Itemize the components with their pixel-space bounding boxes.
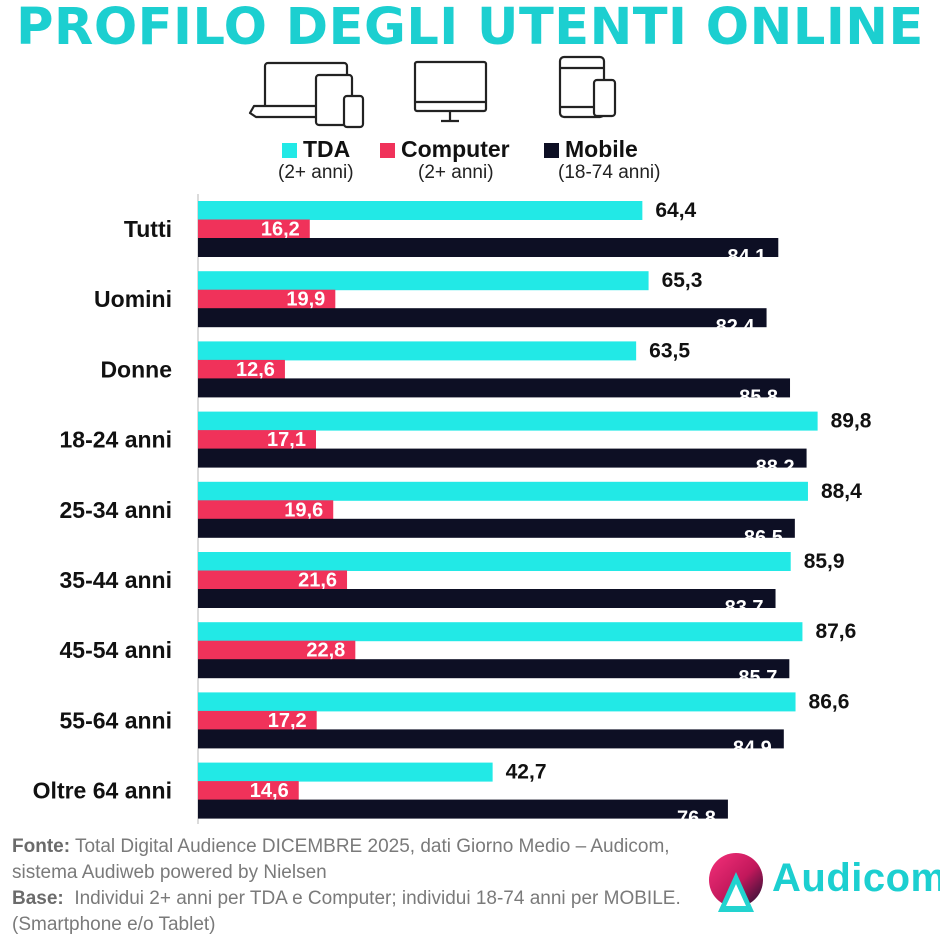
data-label-computer: 21,6	[298, 570, 337, 592]
footer-base-label: Base:	[12, 888, 64, 909]
category-label: 45-54 anni	[60, 637, 173, 663]
data-label-mobile: 84,9	[733, 737, 772, 759]
bar-tda	[198, 692, 796, 712]
audicom-logo: Audicom	[706, 850, 940, 920]
category-label: Donne	[100, 356, 172, 382]
legend-label-computer: Computer	[401, 136, 510, 162]
data-label-tda: 86,6	[809, 690, 850, 713]
data-label-mobile: 84,1	[727, 246, 766, 268]
data-label-tda: 87,6	[815, 620, 856, 643]
data-label-tda: 42,7	[506, 761, 547, 784]
bar-tda	[198, 411, 818, 431]
category-label: 25-34 anni	[60, 497, 173, 523]
legend-swatch-mobile	[544, 143, 559, 158]
bar-mobile	[198, 729, 784, 749]
bar-computer	[198, 640, 356, 660]
footer-fonte: Fonte: Total Digital Audience DICEMBRE 2…	[12, 834, 702, 886]
audicom-logo-text: Audicom	[772, 856, 940, 900]
legend-label-mobile: Mobile	[565, 136, 638, 162]
data-label-tda: 89,8	[831, 410, 872, 433]
footer-fonte-text: Total Digital Audience DICEMBRE 2025, da…	[12, 836, 670, 883]
bar-computer	[198, 289, 336, 309]
data-label-mobile: 83,7	[725, 597, 764, 619]
bar-computer	[198, 781, 299, 801]
bar-mobile	[198, 308, 767, 328]
bar-mobile	[198, 589, 776, 608]
legend-sub-mobile: (18-74 anni)	[558, 162, 661, 183]
category-label: 55-64 anni	[60, 707, 173, 733]
data-label-computer: 14,6	[250, 780, 289, 802]
category-label: Tutti	[124, 216, 172, 242]
category-label: Uomini	[94, 286, 172, 312]
bar-mobile	[198, 518, 795, 538]
bar-tda	[198, 552, 791, 571]
bar-tda	[198, 762, 493, 782]
bar-computer	[198, 500, 334, 520]
category-label: 35-44 anni	[60, 567, 173, 593]
data-label-computer: 16,2	[261, 219, 300, 241]
device-icons	[248, 55, 617, 129]
bar-tda	[198, 622, 803, 642]
page-title: PROFILO DEGLI UTENTI ONLINE	[16, 0, 924, 57]
bar-computer	[198, 570, 348, 590]
data-label-mobile: 85,7	[738, 667, 777, 689]
data-label-mobile: 86,5	[744, 527, 783, 549]
legend-swatch-tda	[282, 143, 297, 158]
legend-label-tda: TDA	[303, 136, 351, 162]
bar-computer	[198, 359, 285, 379]
bar-mobile	[198, 448, 807, 468]
audicom-logo-mark-icon	[709, 853, 763, 912]
data-label-computer: 12,6	[236, 359, 275, 381]
data-label-computer: 22,8	[306, 640, 345, 662]
bar-mobile	[198, 659, 790, 679]
bar-computer	[198, 430, 316, 450]
chart-legend: TDA (2+ anni) Computer (2+ anni) Mobile …	[0, 136, 940, 186]
data-label-tda: 85,9	[804, 550, 845, 573]
data-label-tda: 65,3	[662, 269, 703, 292]
data-label-computer: 19,6	[284, 499, 323, 521]
footer-base-text: Individui 2+ anni per TDA e Computer; in…	[12, 888, 681, 935]
bar-computer	[198, 219, 310, 239]
bar-tda	[198, 201, 643, 220]
bar-chart: Tutti 64,4 16,2 84,1 Uomini 65,3 19,9 82,4 Donne…	[32, 194, 872, 830]
bar-mobile	[198, 238, 779, 257]
bar-tda	[198, 271, 649, 291]
data-label-tda: 63,5	[649, 339, 690, 362]
tablet-phone-icon	[558, 55, 617, 119]
desktop-monitor-icon	[413, 60, 488, 123]
legend-swatch-computer	[380, 143, 395, 158]
data-label-tda: 64,4	[655, 199, 696, 222]
category-label: 18-24 anni	[60, 427, 173, 453]
category-label: Oltre 64 anni	[33, 778, 172, 804]
data-label-mobile: 85,8	[739, 386, 778, 408]
bar-mobile	[198, 799, 728, 819]
data-label-computer: 17,2	[268, 710, 307, 732]
footer-base: Base: Individui 2+ anni per TDA e Comput…	[12, 886, 702, 938]
bar-tda	[198, 341, 637, 361]
bar-mobile	[198, 378, 791, 398]
laptop-tablet-phone-icon	[248, 61, 365, 129]
data-label-mobile: 82,4	[716, 316, 756, 338]
data-label-tda: 88,4	[821, 480, 862, 503]
data-label-computer: 17,1	[267, 429, 306, 451]
data-label-mobile: 76,8	[677, 808, 716, 830]
legend-sub-tda: (2+ anni)	[278, 162, 354, 183]
bar-computer	[198, 710, 317, 730]
footer-fonte-label: Fonte:	[12, 836, 71, 857]
footer-notes: Fonte: Total Digital Audience DICEMBRE 2…	[12, 834, 702, 938]
bar-tda	[198, 481, 808, 501]
legend-sub-computer: (2+ anni)	[418, 162, 494, 183]
data-label-mobile: 88,2	[756, 457, 795, 479]
data-label-computer: 19,9	[286, 289, 325, 311]
